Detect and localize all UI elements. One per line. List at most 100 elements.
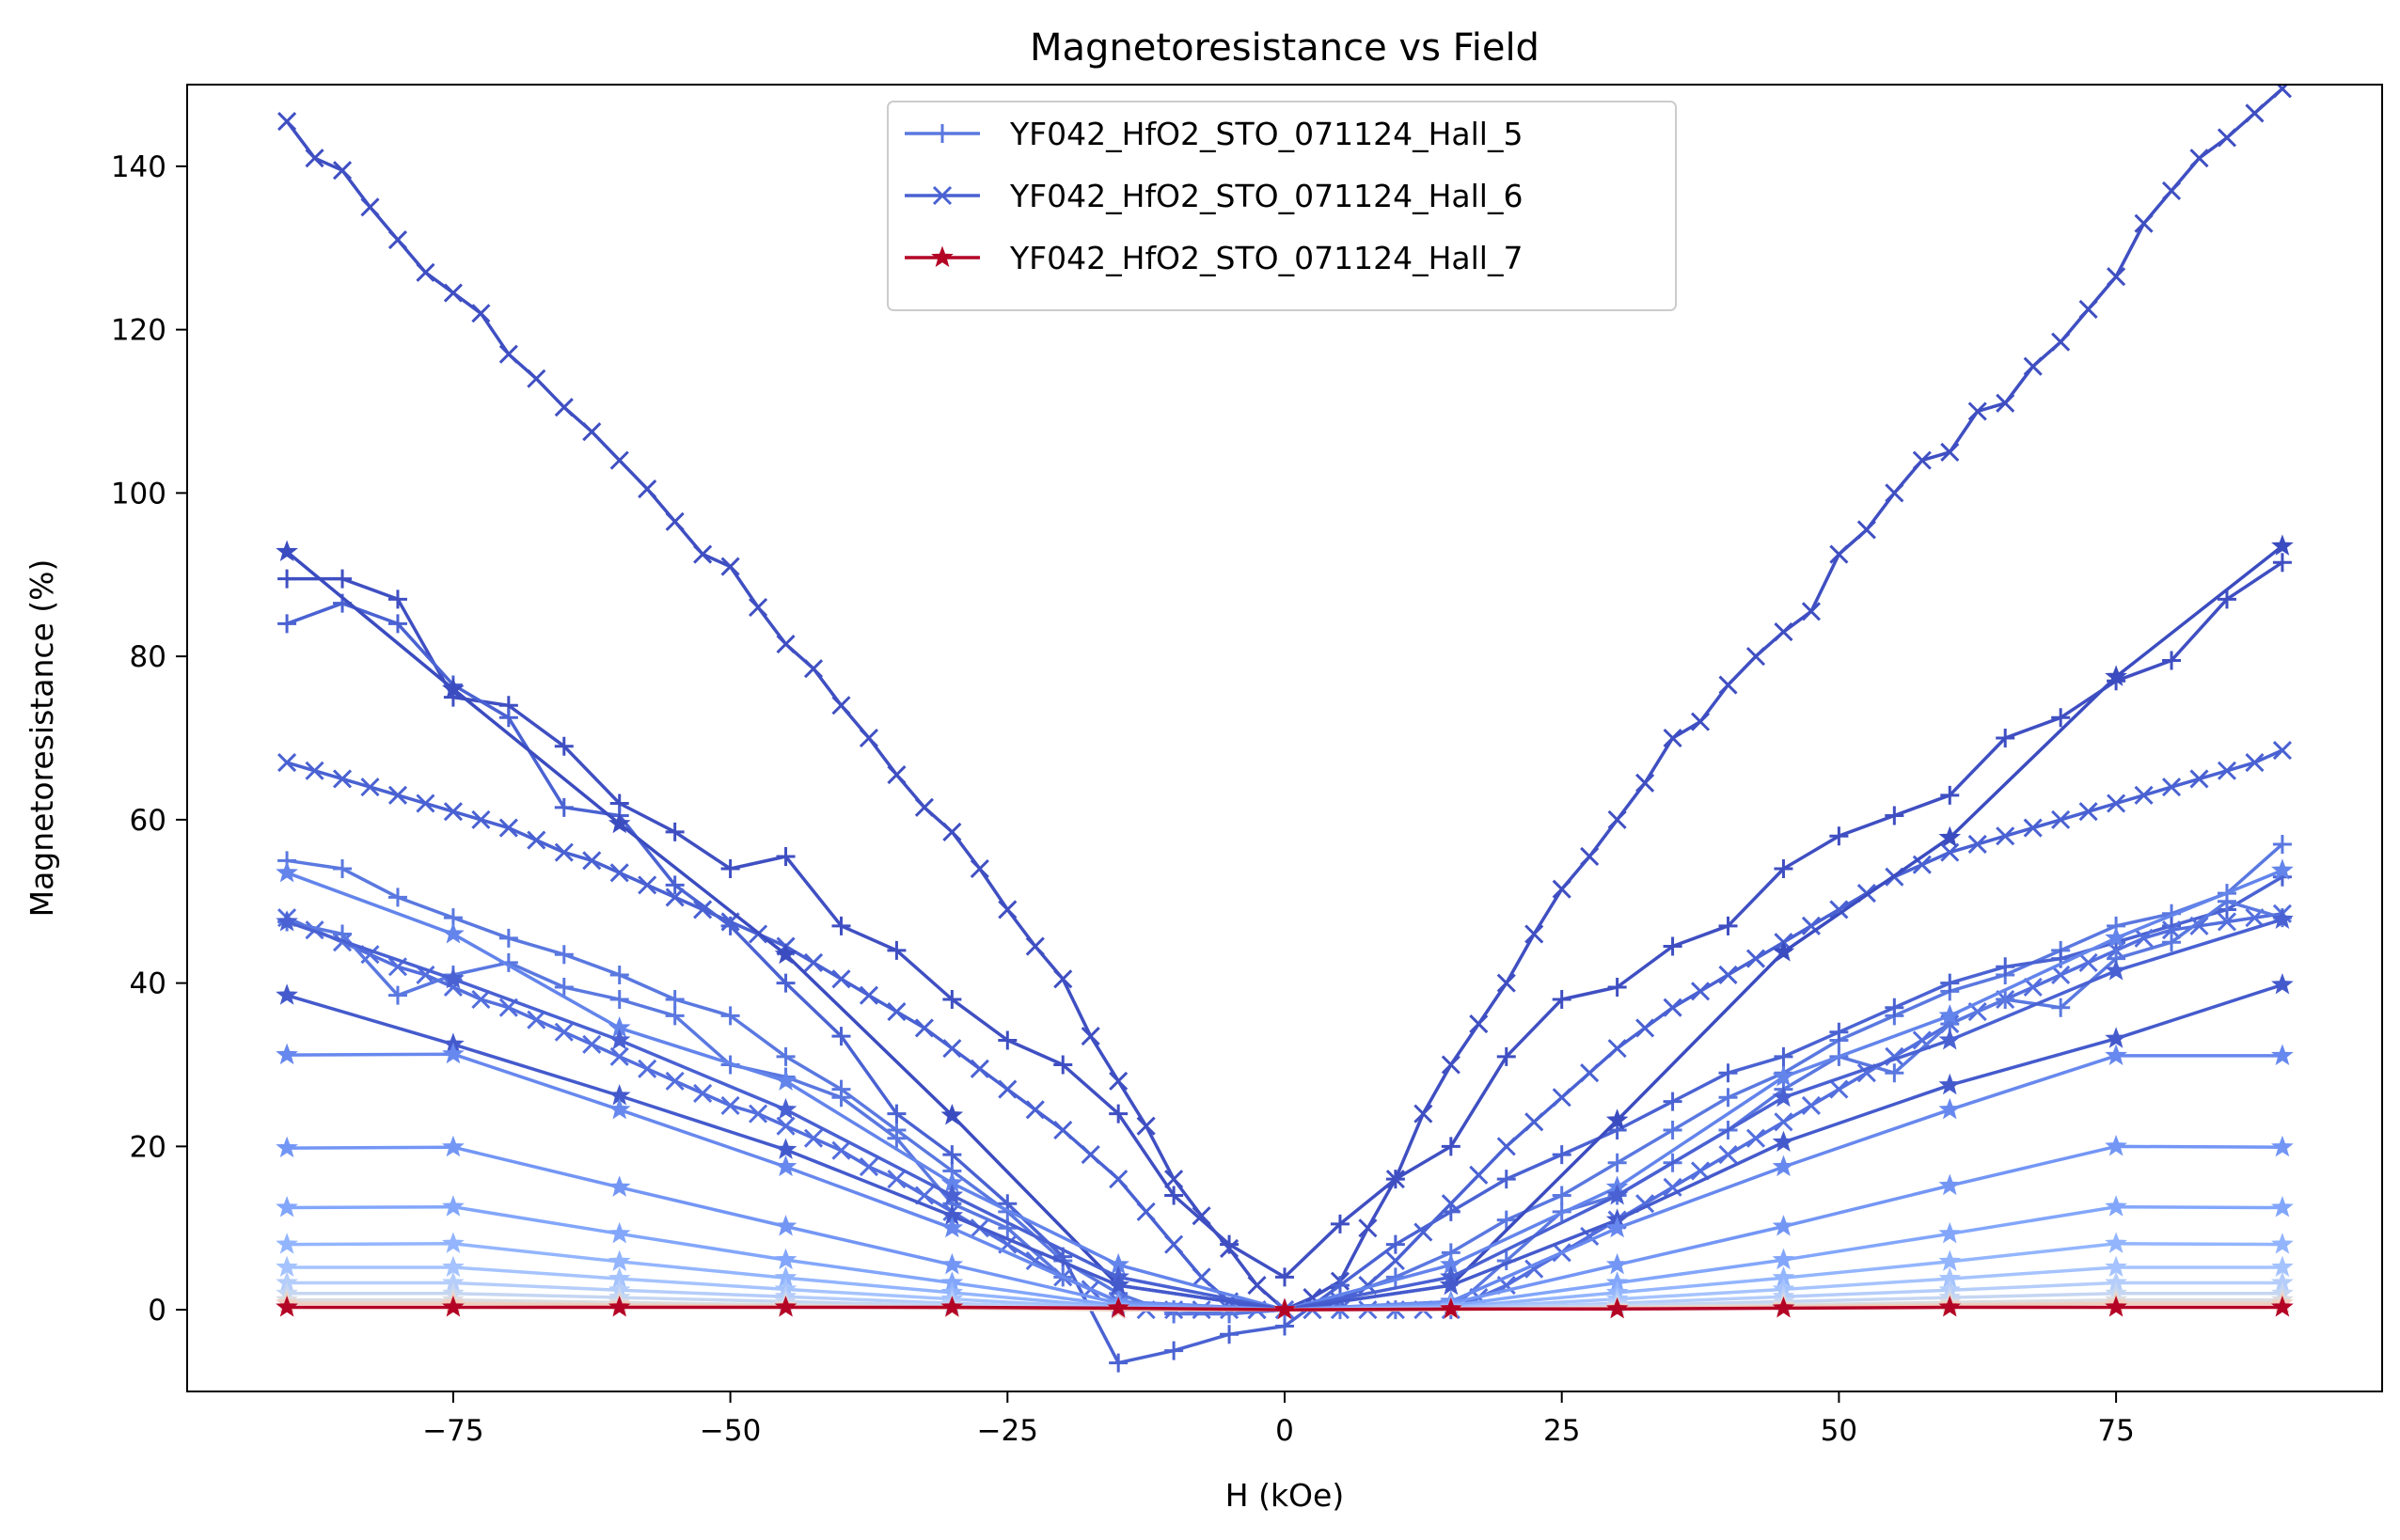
data-point [803, 659, 824, 679]
data-point [2105, 1296, 2127, 1317]
legend-entry: YF042_HfO2_STO_071124_Hall_6 [905, 178, 1523, 214]
data-point [471, 304, 491, 323]
data-point [2051, 809, 2071, 829]
data-point [1496, 1210, 1516, 1230]
data-point [2272, 834, 2292, 854]
data-point [360, 778, 380, 797]
chart-title: Magnetoresistance vs Field [1030, 26, 1539, 70]
data-point [1718, 965, 1738, 985]
data-point [940, 1103, 964, 1125]
data-point [1940, 973, 1960, 993]
data-point [1109, 1353, 1129, 1373]
data-point [1718, 1144, 1738, 1165]
data-point [332, 769, 353, 789]
data-point [859, 1157, 879, 1177]
data-point [2271, 858, 2294, 880]
data-point [1552, 1186, 1571, 1205]
data-point [2078, 299, 2098, 319]
data-point [2161, 920, 2182, 940]
y-tick-label: 40 [130, 967, 166, 1001]
data-point [1940, 442, 1960, 462]
y-tick-label: 0 [148, 1294, 166, 1328]
data-point [1663, 1092, 1682, 1111]
data-point [1107, 1296, 1129, 1318]
data-point [1469, 1014, 1489, 1034]
data-point [2023, 818, 2043, 838]
data-point [554, 945, 574, 965]
legend-marker [933, 124, 952, 143]
data-point [2078, 802, 2098, 822]
data-point [1774, 1046, 1793, 1066]
data-point [276, 983, 298, 1005]
data-point [720, 1006, 740, 1026]
data-point [2105, 665, 2127, 686]
data-point [333, 859, 353, 878]
data-point [887, 765, 907, 785]
data-point [940, 1216, 964, 1238]
data-point [1938, 1003, 1962, 1026]
data-point [498, 818, 518, 838]
data-point [608, 1097, 631, 1120]
data-point [2189, 149, 2209, 168]
data-point [1772, 1248, 1795, 1270]
data-point [2105, 1195, 2127, 1217]
data-point [1940, 842, 1960, 862]
data-point [665, 990, 685, 1009]
data-point [1635, 1018, 1655, 1038]
data-point [442, 677, 465, 699]
x-tick-label: −75 [422, 1414, 483, 1448]
data-point [1774, 859, 1793, 878]
data-point [1801, 916, 1821, 935]
data-point [2189, 916, 2209, 935]
data-point [638, 1059, 657, 1078]
data-point [416, 262, 435, 282]
data-point [1552, 1088, 1571, 1108]
data-point [2271, 1044, 2294, 1065]
data-point [471, 989, 491, 1010]
data-point [333, 569, 353, 589]
data-point [608, 1028, 631, 1050]
data-point [276, 1233, 298, 1254]
data-point [1663, 998, 1682, 1017]
data-point [2105, 959, 2127, 981]
data-point [1385, 1234, 1405, 1254]
data-point [2105, 1044, 2127, 1065]
data-point [2023, 977, 2043, 998]
data-point [1496, 973, 1516, 993]
data-point [998, 1079, 1018, 1099]
data-point [1996, 729, 2015, 747]
data-point [2271, 907, 2294, 929]
data-point [2161, 181, 2182, 200]
data-point [1136, 1202, 1156, 1221]
legend: YF042_HfO2_STO_071124_Hall_5 YF042_HfO2_S… [887, 101, 1677, 311]
data-point [774, 1155, 797, 1177]
data-point [1607, 1039, 1627, 1059]
data-point [1829, 544, 1849, 564]
legend-entry: YF042_HfO2_STO_071124_Hall_5 [905, 116, 1523, 152]
data-point [720, 916, 740, 935]
x-axis: −75 −50 −25 0 25 50 75 [422, 1391, 2135, 1448]
y-tick-label: 140 [111, 150, 166, 184]
data-point [665, 1006, 685, 1026]
data-point [554, 1022, 574, 1042]
data-point [1967, 834, 1987, 854]
data-point [1164, 1234, 1184, 1254]
data-point [1690, 982, 1711, 1001]
data-point [442, 1135, 465, 1157]
data-point [665, 822, 685, 841]
data-point [887, 1170, 907, 1189]
data-point [1109, 1071, 1129, 1091]
data-point [277, 753, 297, 773]
data-point [1136, 1116, 1156, 1136]
data-point [942, 990, 962, 1009]
data-point [693, 900, 713, 919]
data-point [2189, 769, 2209, 789]
data-point [2051, 708, 2071, 728]
data-point [1552, 1145, 1571, 1165]
data-point [442, 922, 465, 944]
x-tick-label: 0 [1275, 1414, 1294, 1448]
data-point [1996, 826, 2015, 846]
data-point [276, 1043, 298, 1065]
data-point [2134, 785, 2154, 805]
data-point [1109, 1170, 1129, 1189]
